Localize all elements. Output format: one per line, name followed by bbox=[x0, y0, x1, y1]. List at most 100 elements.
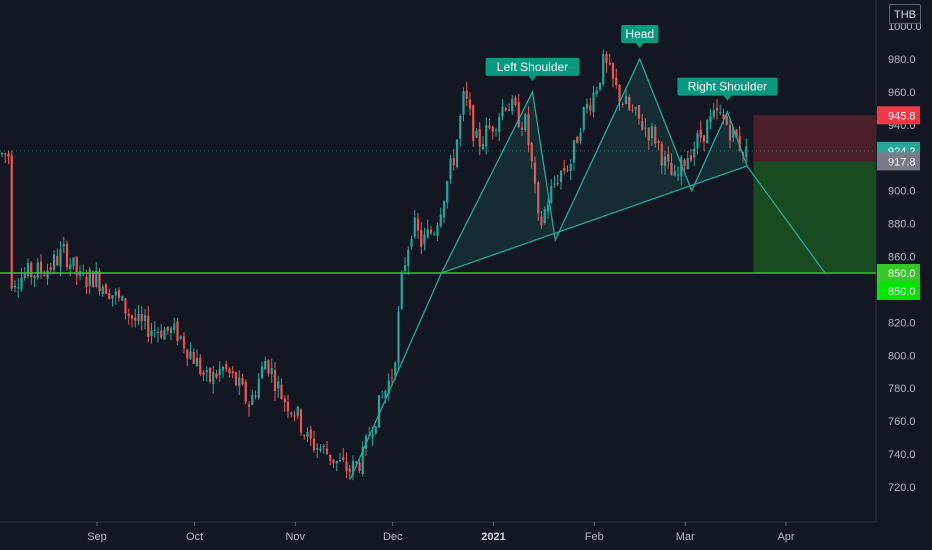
candle bbox=[559, 169, 563, 190]
candle-body bbox=[303, 435, 306, 437]
candle bbox=[488, 118, 491, 130]
candle-body bbox=[371, 434, 374, 438]
candle-body bbox=[602, 53, 605, 85]
candle bbox=[657, 139, 660, 151]
candle bbox=[452, 149, 455, 171]
candle-body bbox=[361, 447, 364, 475]
candle-body bbox=[719, 111, 722, 113]
candle bbox=[706, 119, 709, 144]
candle-body bbox=[569, 163, 572, 171]
candle-body bbox=[306, 431, 309, 437]
candle bbox=[397, 305, 400, 371]
candle-body bbox=[134, 317, 137, 321]
currency-label[interactable]: THB bbox=[889, 4, 921, 24]
candle-body bbox=[137, 314, 140, 322]
candle-body bbox=[488, 125, 491, 129]
candle-body bbox=[498, 117, 501, 133]
price-tag: 850.0 bbox=[877, 264, 920, 282]
candle bbox=[634, 106, 637, 116]
candle bbox=[143, 309, 147, 330]
candle bbox=[182, 332, 186, 354]
candle-body bbox=[163, 329, 166, 340]
candle-body bbox=[23, 273, 26, 278]
candle bbox=[111, 295, 114, 307]
candle bbox=[507, 103, 511, 111]
candle-body bbox=[722, 114, 725, 119]
price-tag: 945.8 bbox=[877, 106, 920, 125]
candle bbox=[283, 395, 286, 412]
candle bbox=[130, 314, 134, 328]
price-tag: 917.8 bbox=[877, 152, 920, 171]
candle bbox=[205, 366, 208, 382]
candle-body bbox=[290, 412, 293, 415]
candle-body bbox=[676, 174, 680, 176]
candle bbox=[413, 210, 416, 239]
candle bbox=[556, 174, 559, 187]
candle-body bbox=[59, 249, 62, 267]
candle bbox=[104, 282, 108, 294]
candle bbox=[234, 371, 238, 387]
candle bbox=[296, 405, 299, 420]
candle-body bbox=[205, 369, 208, 373]
candle bbox=[303, 434, 306, 440]
candle-body bbox=[728, 125, 732, 141]
candle-body bbox=[176, 321, 179, 342]
candle-body bbox=[72, 257, 75, 267]
candle bbox=[381, 390, 384, 399]
time-axis-background bbox=[0, 522, 932, 550]
candle bbox=[693, 141, 696, 167]
price-tag-text: 850.0 bbox=[888, 286, 916, 298]
candle-body bbox=[345, 461, 348, 472]
candle-body bbox=[49, 267, 52, 270]
candle-body bbox=[517, 102, 520, 128]
candle bbox=[608, 53, 611, 66]
candle-body bbox=[442, 201, 446, 218]
candle bbox=[127, 308, 130, 325]
price-tick-label: 800.0 bbox=[888, 350, 916, 362]
candle-body bbox=[257, 378, 260, 398]
candle-body bbox=[299, 409, 303, 433]
pattern-label-box bbox=[485, 57, 580, 76]
candle-body bbox=[605, 54, 608, 63]
candle-body bbox=[140, 314, 143, 322]
candle-body bbox=[426, 229, 429, 238]
candle bbox=[62, 236, 65, 254]
candle-body bbox=[465, 90, 468, 99]
candle-body bbox=[166, 326, 169, 331]
candle bbox=[475, 127, 478, 139]
candle-body bbox=[550, 185, 553, 203]
candle bbox=[524, 112, 527, 132]
candle bbox=[491, 125, 494, 140]
candle-body bbox=[186, 349, 189, 359]
candle bbox=[465, 81, 468, 107]
candle-body bbox=[293, 415, 296, 417]
candle-body bbox=[316, 447, 319, 450]
candle bbox=[589, 97, 592, 116]
candle-body bbox=[348, 468, 351, 473]
candle bbox=[689, 148, 693, 163]
candle-body bbox=[439, 214, 442, 227]
candle bbox=[335, 460, 338, 472]
candle-body bbox=[322, 445, 325, 447]
candle-body bbox=[530, 142, 533, 162]
candle bbox=[598, 82, 602, 92]
time-axis[interactable]: Sep Oct Nov Dec 2021 Feb Mar Apr bbox=[87, 522, 795, 543]
candle bbox=[351, 455, 355, 481]
candle-body bbox=[540, 216, 543, 226]
candle-body bbox=[150, 330, 153, 336]
candle-body bbox=[608, 62, 611, 65]
candle-body bbox=[504, 108, 507, 111]
candle-body bbox=[611, 62, 615, 79]
candle-body bbox=[231, 371, 234, 374]
candle-body bbox=[468, 99, 472, 109]
candle bbox=[140, 306, 143, 331]
candle bbox=[377, 394, 381, 428]
candle bbox=[543, 206, 546, 225]
candle-body bbox=[381, 396, 384, 398]
candle bbox=[644, 118, 647, 137]
pattern-label-pointer bbox=[528, 75, 537, 81]
candle bbox=[485, 117, 488, 155]
candle-body bbox=[10, 155, 13, 289]
candle-body bbox=[472, 105, 475, 141]
